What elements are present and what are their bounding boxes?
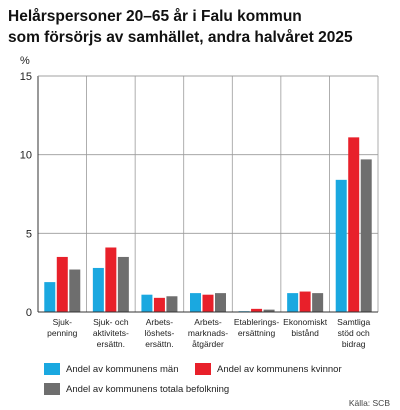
legend-item-men: Andel av kommunens män — [44, 363, 178, 375]
bar-4-series-2 — [202, 294, 214, 312]
bar-1-series-3 — [69, 269, 81, 312]
bar-2-series-3 — [117, 256, 129, 312]
category-label-6: Ekonomiskt bistånd — [283, 317, 328, 338]
legend-swatch-total — [44, 383, 60, 395]
legend-swatch-men — [44, 363, 60, 375]
legend-label-total: Andel av kommunens totala befolkning — [66, 383, 230, 395]
bar-1-series-2 — [56, 256, 68, 312]
y-tick-label-0: 0 — [26, 307, 32, 319]
bar-3-series-1 — [141, 294, 153, 312]
source-note: Källa: SCB — [348, 398, 390, 408]
category-label-2: Sjuk- och aktivitets-ersättn. — [93, 317, 129, 349]
bar-6-series-3 — [312, 293, 324, 312]
bar-6-series-1 — [287, 293, 299, 312]
bar-7-series-3 — [360, 159, 372, 312]
y-tick-labels: 0 5 10 15 — [20, 71, 32, 319]
bar-5-series-3 — [263, 309, 275, 312]
axes — [37, 75, 379, 313]
legend-item-women: Andel av kommunens kvinnor — [195, 363, 342, 375]
bar-4-series-1 — [190, 293, 201, 312]
bar-1-series-1 — [44, 282, 56, 312]
category-label-5: Etablerings-ersättning — [234, 317, 280, 338]
y-tick-label-5: 5 — [26, 228, 32, 240]
chart-title: Helårspersoner 20–65 år i Falu kommun so… — [8, 6, 396, 48]
bar-3-series-3 — [166, 296, 178, 312]
bar-4-series-3 — [215, 293, 226, 312]
bar-3-series-2 — [153, 297, 165, 312]
category-label-7: Samtliga stöd och bidrag — [337, 317, 370, 349]
legend-swatch-women — [195, 363, 211, 375]
grid-lines — [38, 75, 378, 312]
bar-7-series-2 — [348, 137, 360, 312]
bar-6-series-2 — [299, 291, 311, 312]
legend-label-women: Andel av kommunens kvinnor — [217, 363, 342, 375]
y-axis-unit-label: % — [20, 55, 30, 67]
y-tick-label-15: 15 — [20, 71, 32, 83]
legend-item-total: Andel av kommunens totala befolkning — [44, 383, 229, 395]
bar-2-series-1 — [92, 267, 104, 312]
bar-2-series-2 — [105, 247, 117, 312]
legend-label-men: Andel av kommunens män — [66, 363, 179, 375]
y-tick-label-10: 10 — [20, 150, 32, 162]
category-label-3: Arbets-löshets-ersättn. — [145, 317, 175, 349]
chart-title-line-2: som försörjs av samhället, andra halvåre… — [8, 29, 353, 46]
category-label-1: Sjuk-penning — [47, 317, 78, 338]
bars — [44, 137, 372, 312]
bar-7-series-1 — [335, 179, 347, 312]
category-label-4: Arbets-marknads-åtgärder — [188, 317, 228, 349]
legend: Andel av kommunens män Andel av kommunen… — [44, 363, 384, 403]
category-labels: Sjuk-penning Sjuk- och aktivitets-ersättn.… — [47, 317, 370, 349]
chart-title-line-1: Helårspersoner 20–65 år i Falu kommun — [8, 8, 302, 25]
bar-5-series-2 — [251, 308, 263, 312]
bar-chart: 0 5 10 15 Sjuk-penning Sjuk- och aktivitets-e… — [20, 55, 379, 349]
